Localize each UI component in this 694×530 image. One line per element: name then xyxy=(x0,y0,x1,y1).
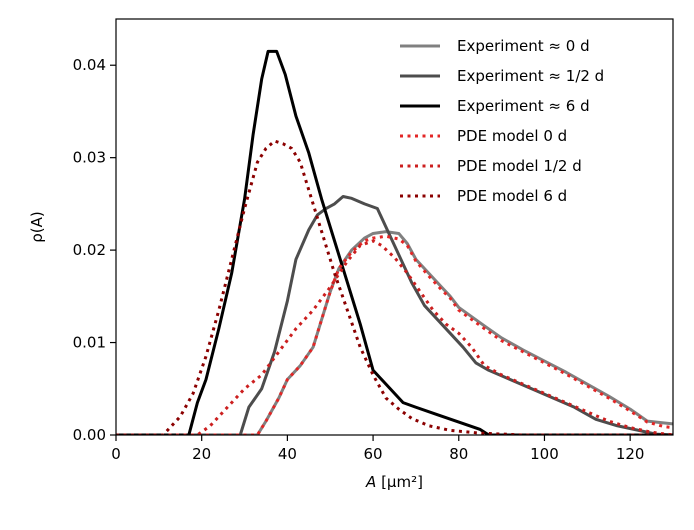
x-tick-label: 0 xyxy=(111,445,121,463)
series-line-3 xyxy=(116,49,673,435)
legend-label: PDE model 6 d xyxy=(457,187,567,205)
y-tick-label: 0.01 xyxy=(73,334,106,352)
legend-label: Experiment ≈ 1/2 d xyxy=(457,67,604,85)
x-axis-variable: A xyxy=(365,473,376,491)
x-tick-label: 60 xyxy=(364,445,383,463)
x-axis-unit: [μm²] xyxy=(381,473,423,491)
series-line-2 xyxy=(116,194,673,435)
x-tick-label: 40 xyxy=(278,445,297,463)
legend: Experiment ≈ 0 d Experiment ≈ 1/2 d Experi… xyxy=(400,37,604,205)
y-tick-label: 0.04 xyxy=(73,56,106,74)
x-axis: 0 20 40 60 80 100 120 xyxy=(111,435,644,463)
x-tick-label: 100 xyxy=(530,445,559,463)
y-tick-label: 0.00 xyxy=(73,426,106,444)
legend-label: PDE model 0 d xyxy=(457,127,567,145)
series-line-4 xyxy=(116,234,673,435)
x-tick-label: 80 xyxy=(449,445,468,463)
x-tick-label: 20 xyxy=(192,445,211,463)
x-tick-label: 120 xyxy=(616,445,645,463)
y-tick-label: 0.03 xyxy=(73,149,106,167)
plot-frame xyxy=(115,18,674,436)
series-layer xyxy=(116,49,673,435)
legend-label: Experiment ≈ 6 d xyxy=(457,97,590,115)
x-axis-label: A [μm²] xyxy=(365,473,423,491)
y-axis-label: ρ(A) xyxy=(28,211,46,243)
y-axis: 0.00 0.01 0.02 0.03 0.04 xyxy=(73,56,116,444)
legend-label: PDE model 1/2 d xyxy=(457,157,582,175)
legend-label: Experiment ≈ 0 d xyxy=(457,37,590,55)
series-line-6 xyxy=(116,139,673,435)
y-tick-label: 0.02 xyxy=(73,241,106,259)
